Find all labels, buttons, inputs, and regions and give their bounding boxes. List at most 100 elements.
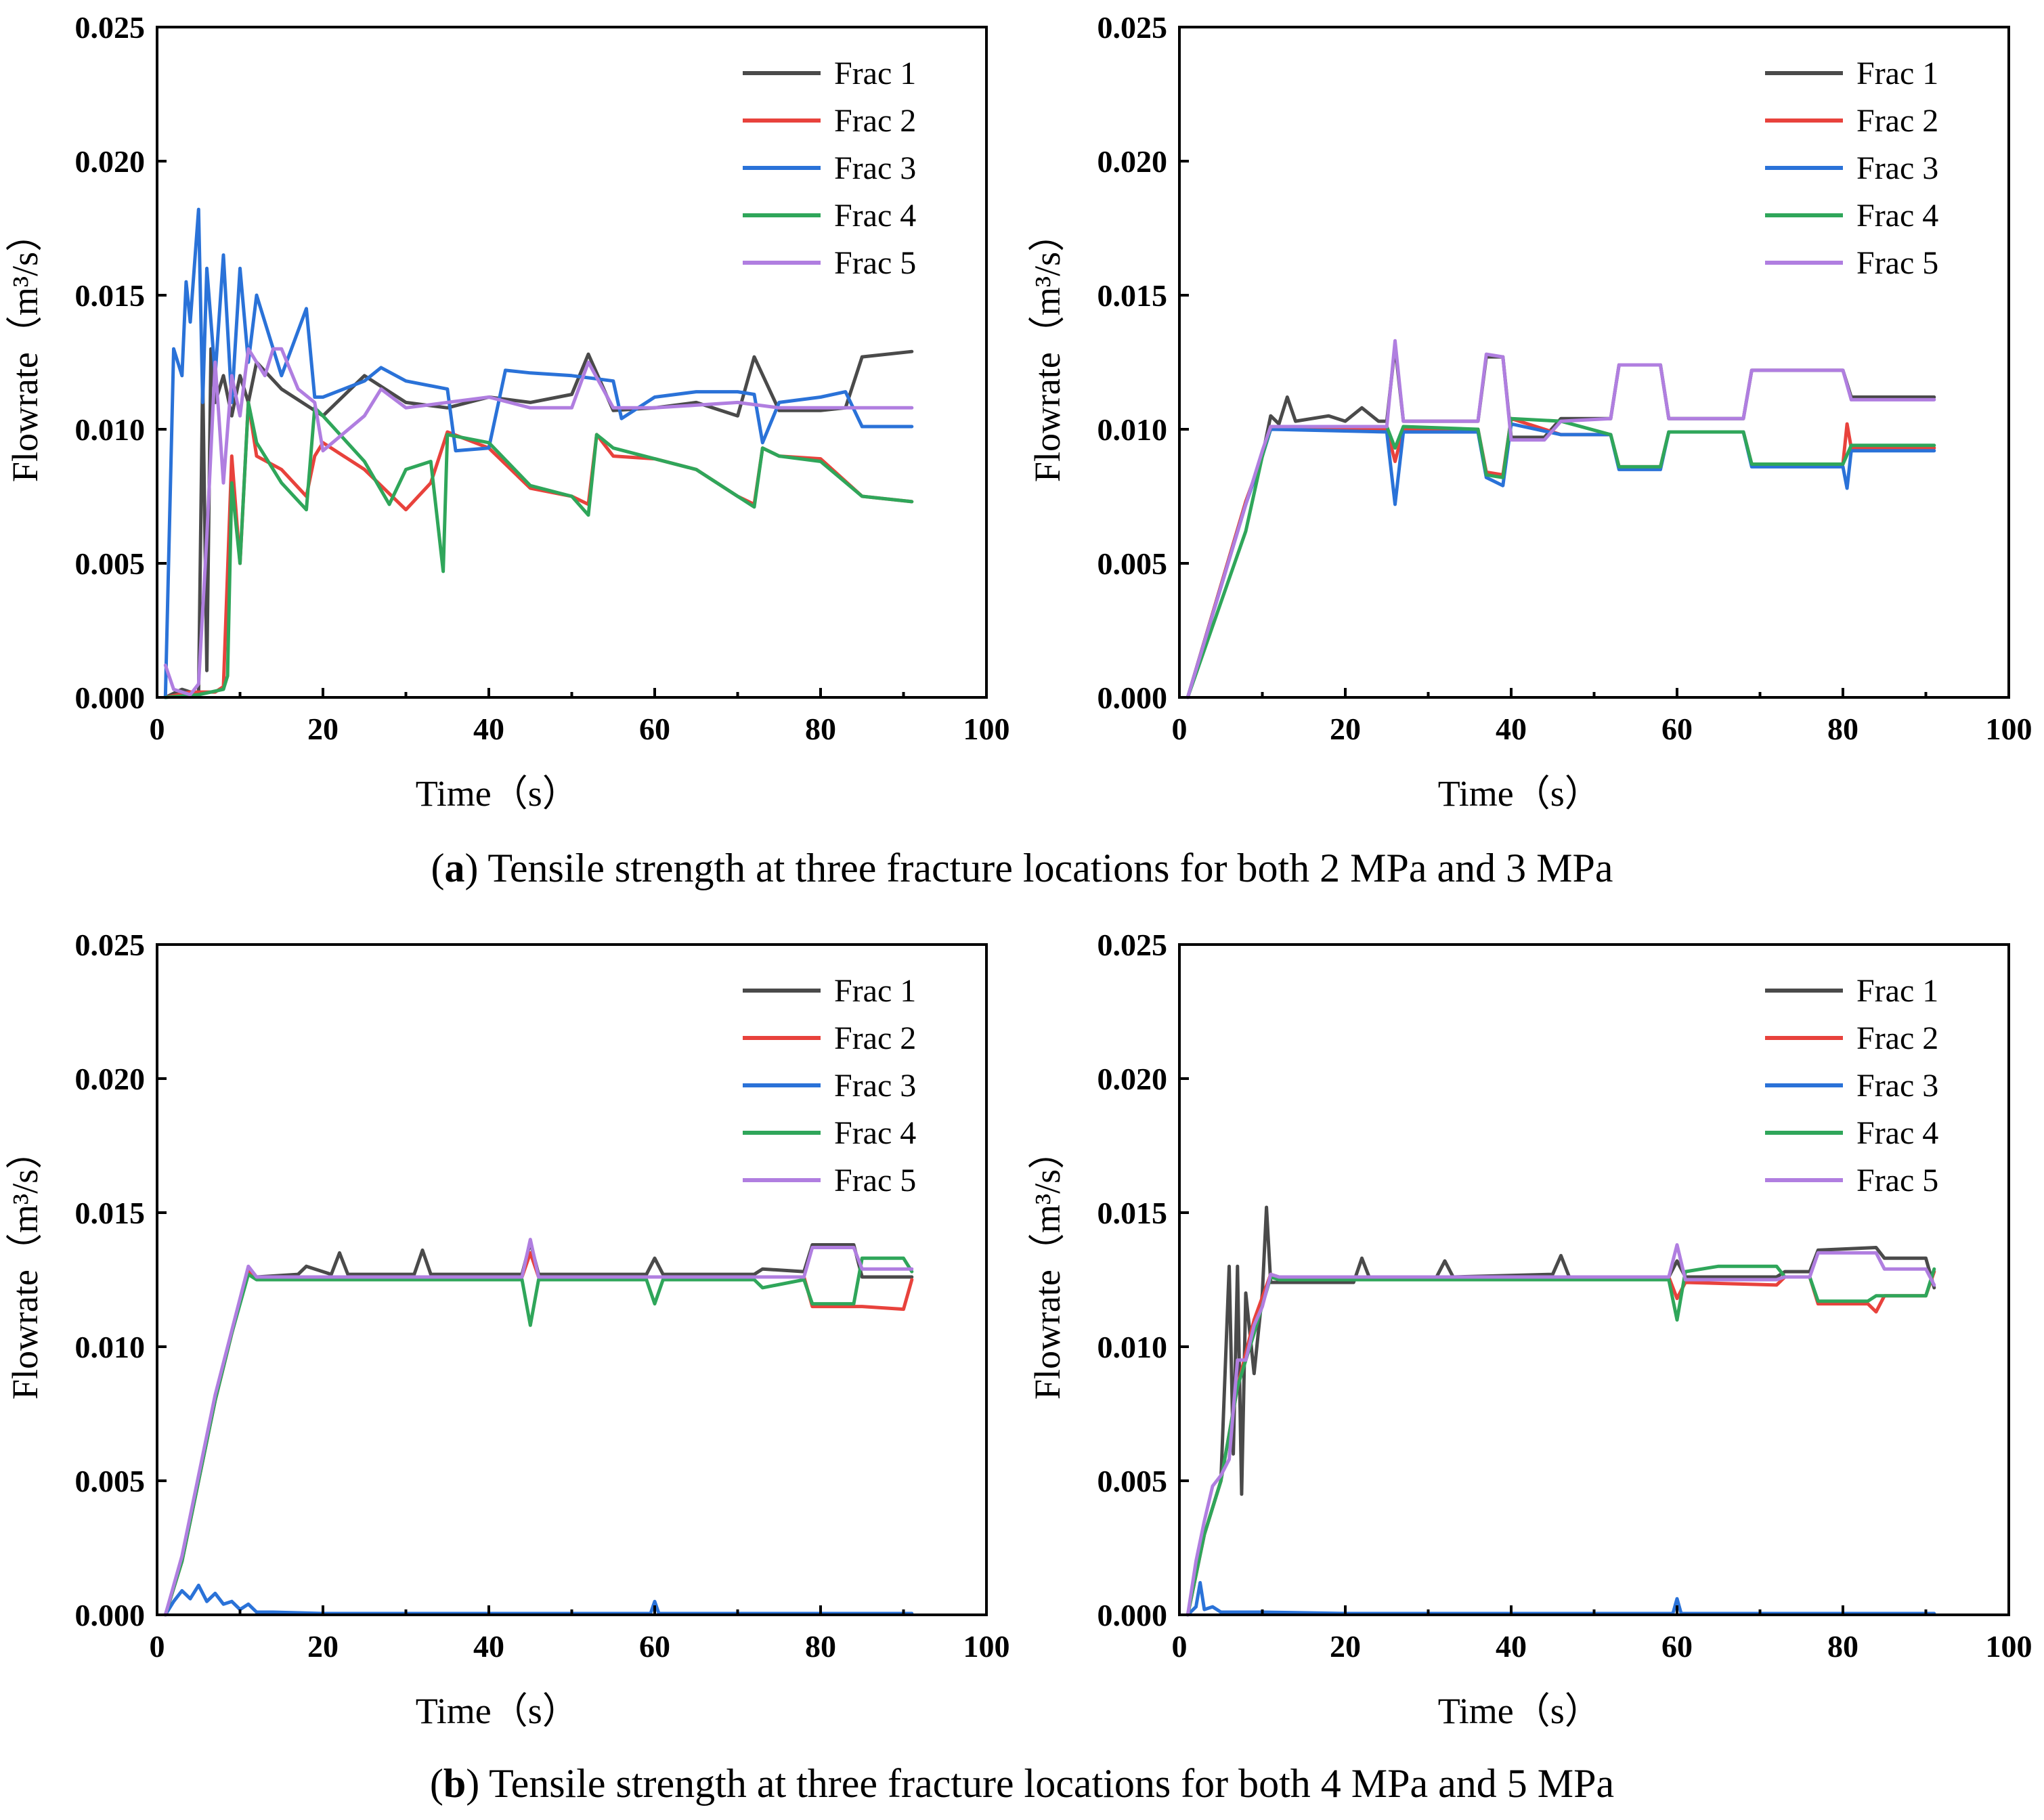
y-axis-title: Flowrate（m³/s） xyxy=(1027,215,1068,482)
legend-label: Frac 3 xyxy=(1856,1068,1938,1104)
chart-b-right: 0 20 40 60 80 100 0.000 0.005 0.010 0.015 0.020 0.0… xyxy=(1027,928,2032,1731)
x-tick-label: 80 xyxy=(805,712,836,746)
series-line-frac-3 xyxy=(163,207,914,699)
x-axis-title: Time（s） xyxy=(416,1691,579,1731)
x-tick-label: 100 xyxy=(1986,1629,2032,1664)
series-line-frac-3 xyxy=(1186,422,1936,699)
x-tick-label: 40 xyxy=(1496,1629,1527,1664)
y-axis-title: Flowrate（m³/s） xyxy=(5,215,45,482)
y-tick-label: 0.010 xyxy=(1097,1330,1168,1364)
y-tick-label: 0.015 xyxy=(1097,278,1168,313)
caption-b-text: Tensile strength at three fracture locat… xyxy=(479,1761,1615,1806)
caption-a-open: ( xyxy=(431,846,445,890)
series-line-frac-1 xyxy=(163,347,914,699)
legend-label: Frac 1 xyxy=(1856,56,1938,91)
series-line-frac-1 xyxy=(1186,344,1936,699)
y-tick-label: 0.010 xyxy=(75,412,146,447)
x-tick-label: 60 xyxy=(639,712,670,746)
legend-label: Frac 1 xyxy=(834,56,916,91)
legend-label: Frac 2 xyxy=(834,1020,916,1056)
y-tick-label: 0.005 xyxy=(75,546,146,581)
caption-a-close: ) xyxy=(464,846,479,890)
series-line-frac-4 xyxy=(163,400,914,699)
series-line-frac-1 xyxy=(163,1240,914,1617)
y-tick-label: 0.005 xyxy=(75,1464,146,1498)
legend-label: Frac 5 xyxy=(1856,1163,1938,1198)
x-tick-label: 40 xyxy=(1496,712,1527,746)
caption-b-open: ( xyxy=(429,1761,443,1806)
series-line-frac-2 xyxy=(1186,416,1936,699)
y-tick-label: 0.015 xyxy=(75,1196,146,1230)
legend-label: Frac 2 xyxy=(834,103,916,139)
x-tick-label: 60 xyxy=(639,1629,670,1664)
x-tick-label: 60 xyxy=(1661,1629,1693,1664)
series-line-frac-5 xyxy=(1186,1243,1936,1617)
chart-a-right: 0 20 40 60 80 100 0.000 0.005 0.010 0.015 0.020 0.0… xyxy=(1027,10,2032,814)
x-tick-label: 100 xyxy=(963,712,1010,746)
x-tick-label: 0 xyxy=(150,712,165,746)
x-axis-title: Time（s） xyxy=(1438,1691,1601,1731)
series-line-frac-2 xyxy=(163,400,914,699)
caption-a: (a) Tensile strength at three fracture l… xyxy=(0,845,2044,892)
series-line-frac-4 xyxy=(163,1256,914,1617)
x-tick-label: 0 xyxy=(150,1629,165,1664)
legend-label: Frac 5 xyxy=(834,245,916,281)
x-tick-label: 100 xyxy=(1986,712,2032,746)
x-tick-label: 20 xyxy=(307,1629,339,1664)
y-tick-label: 0.000 xyxy=(1097,1598,1168,1632)
legend-label: Frac 5 xyxy=(834,1163,916,1198)
x-axis-title: Time（s） xyxy=(416,773,579,814)
x-tick-label: 20 xyxy=(1330,712,1361,746)
x-tick-label: 80 xyxy=(1827,1629,1858,1664)
legend-label: Frac 2 xyxy=(1856,1020,1938,1056)
chart-b-left: 0 20 40 60 80 100 0.000 0.005 0.010 0.015 0.020 0.0… xyxy=(5,928,1010,1731)
legend-label: Frac 2 xyxy=(1856,103,1938,139)
legend-label: Frac 5 xyxy=(1856,245,1938,281)
y-tick-label: 0.020 xyxy=(1097,1062,1168,1096)
series-line-frac-3 xyxy=(1186,1581,1936,1617)
caption-b-close: ) xyxy=(466,1761,480,1806)
y-axis-title: Flowrate（m³/s） xyxy=(1027,1133,1068,1400)
caption-a-text: Tensile strength at three fracture locat… xyxy=(478,846,1613,890)
y-tick-label: 0.005 xyxy=(1097,1464,1168,1498)
x-tick-label: 20 xyxy=(1330,1629,1361,1664)
legend-label: Frac 3 xyxy=(834,1068,916,1104)
x-tick-label: 0 xyxy=(1172,712,1188,746)
y-tick-label: 0.000 xyxy=(75,680,146,715)
y-tick-label: 0.005 xyxy=(1097,546,1168,581)
series-line-frac-2 xyxy=(163,1251,914,1617)
legend-label: Frac 1 xyxy=(1856,973,1938,1009)
x-tick-label: 40 xyxy=(473,1629,504,1664)
y-tick-label: 0.015 xyxy=(75,278,146,313)
x-tick-label: 100 xyxy=(963,1629,1010,1664)
caption-b: (b) Tensile strength at three fracture l… xyxy=(0,1760,2044,1807)
y-tick-label: 0.010 xyxy=(75,1330,146,1364)
y-axis-title: Flowrate（m³/s） xyxy=(5,1133,45,1400)
y-tick-label: 0.025 xyxy=(1097,928,1168,962)
series-line-frac-4 xyxy=(1186,1264,1936,1617)
series-line-frac-3 xyxy=(163,1583,914,1617)
legend-label: Frac 4 xyxy=(834,198,916,234)
y-tick-label: 0.000 xyxy=(1097,680,1168,715)
y-tick-label: 0.025 xyxy=(75,928,146,962)
y-tick-label: 0.015 xyxy=(1097,1196,1168,1230)
series-line-frac-2 xyxy=(1186,1270,1936,1617)
series-line-frac-5 xyxy=(1186,339,1936,699)
y-tick-label: 0.010 xyxy=(1097,412,1168,447)
series-line-frac-5 xyxy=(163,1238,914,1617)
legend-label: Frac 3 xyxy=(1856,150,1938,186)
series-line-frac-4 xyxy=(1186,416,1936,699)
legend-label: Frac 1 xyxy=(834,973,916,1009)
caption-a-letter: a xyxy=(444,846,465,890)
y-tick-label: 0.020 xyxy=(75,144,146,179)
y-tick-label: 0.025 xyxy=(75,10,146,45)
x-tick-label: 40 xyxy=(473,712,504,746)
x-axis-title: Time（s） xyxy=(1438,773,1601,814)
chart-a-left: 0 20 40 60 80 100 0.000 0.005 0.010 0.015 0.020 0.0… xyxy=(5,10,1010,814)
x-tick-label: 80 xyxy=(1827,712,1858,746)
legend-label: Frac 4 xyxy=(1856,1115,1938,1151)
y-tick-label: 0.025 xyxy=(1097,10,1168,45)
x-tick-label: 80 xyxy=(805,1629,836,1664)
y-tick-label: 0.020 xyxy=(75,1062,146,1096)
y-tick-label: 0.020 xyxy=(1097,144,1168,179)
